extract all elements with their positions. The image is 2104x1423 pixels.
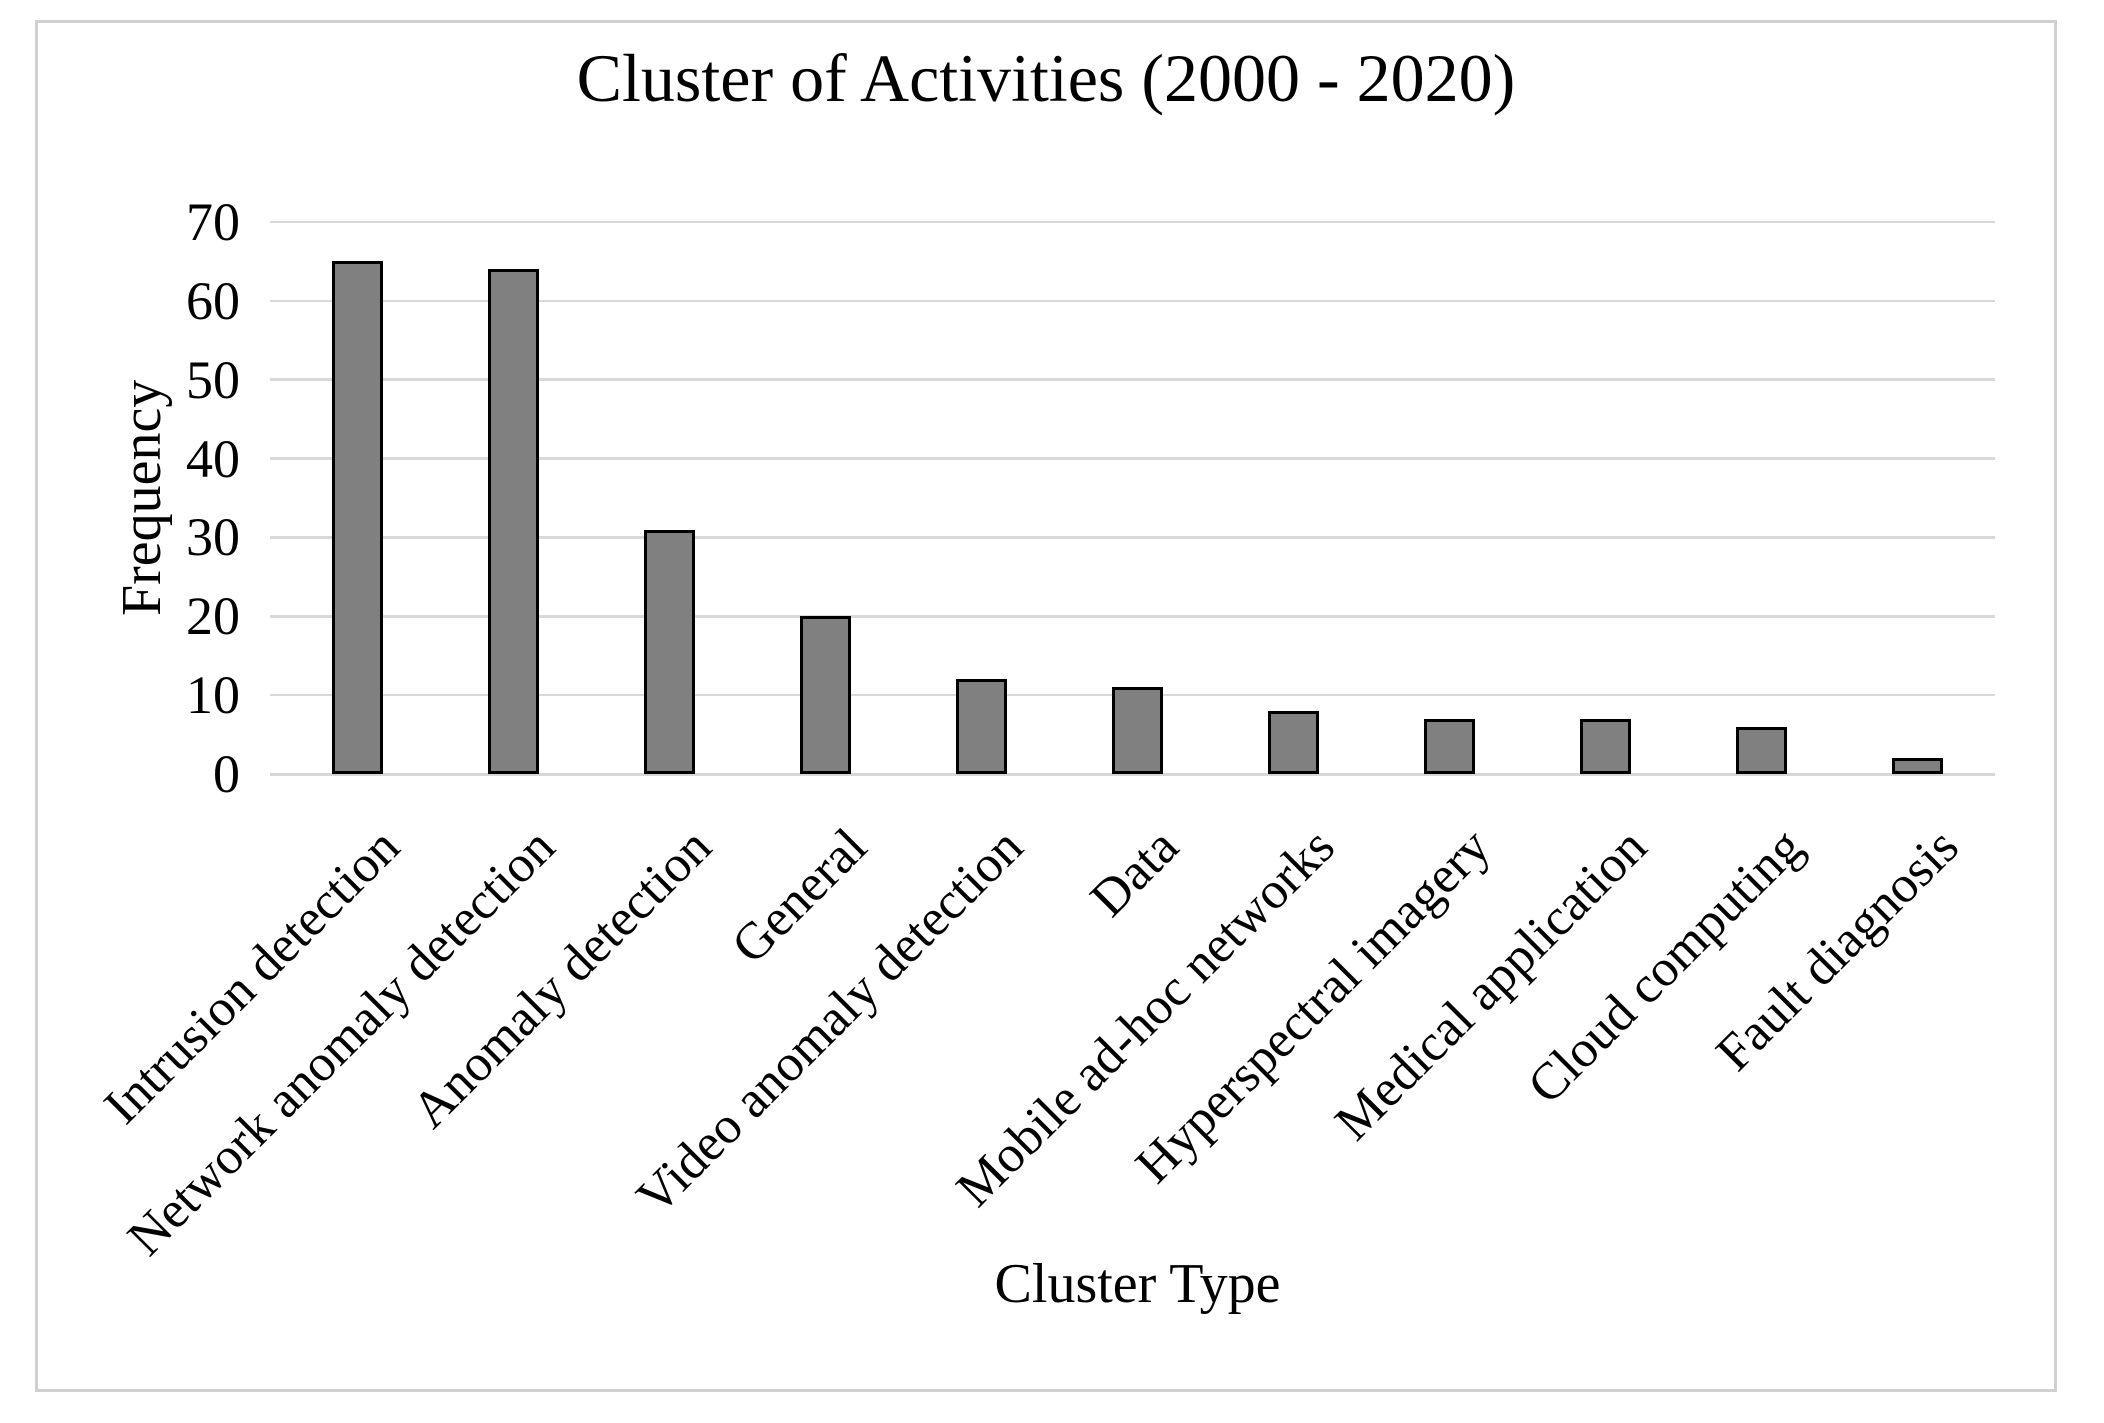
y-axis-tick-label: 0 (213, 744, 240, 804)
gridline (270, 299, 1995, 303)
gridline (270, 615, 1995, 618)
x-axis-baseline (270, 772, 1995, 776)
bar-video-anomaly-detection (956, 679, 1008, 774)
bar-medical-application (1579, 718, 1631, 774)
y-axis-tick-label: 50 (186, 349, 240, 410)
y-axis-tick-label: 70 (186, 192, 240, 252)
bar-hyperspectral-imagery (1423, 718, 1475, 774)
y-axis-tick-label: 60 (186, 270, 240, 331)
plot-area (270, 220, 1995, 776)
y-axis-tick-label: 30 (186, 507, 240, 568)
y-axis-tick-label: 10 (186, 665, 240, 726)
bar-fault-diagnosis (1891, 758, 1943, 774)
bar-intrusion-detection (332, 261, 384, 774)
bar-cloud-computing (1735, 726, 1787, 774)
bar-anomaly-detection (644, 529, 696, 774)
bar-network-anomaly-detection (488, 269, 540, 774)
gridline (270, 378, 1995, 381)
y-axis-tick-label: 20 (186, 586, 240, 647)
bar-data (1112, 687, 1163, 774)
y-axis-tick-label: 40 (186, 428, 240, 489)
gridline (270, 536, 1995, 539)
gridline (270, 220, 1995, 224)
chart-title: Cluster of Activities (2000 - 2020) (576, 40, 1516, 116)
bar-general (800, 616, 852, 774)
gridline (270, 457, 1995, 460)
bar-mobile-ad-hoc-networks (1267, 710, 1319, 774)
x-axis-title: Cluster Type (994, 1253, 1281, 1315)
